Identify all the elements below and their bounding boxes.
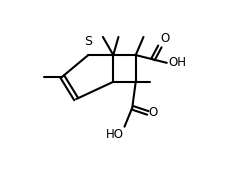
Text: O: O <box>148 106 157 119</box>
Text: HO: HO <box>105 128 123 141</box>
Text: O: O <box>160 32 169 45</box>
Text: OH: OH <box>167 56 185 69</box>
Text: S: S <box>84 35 92 48</box>
